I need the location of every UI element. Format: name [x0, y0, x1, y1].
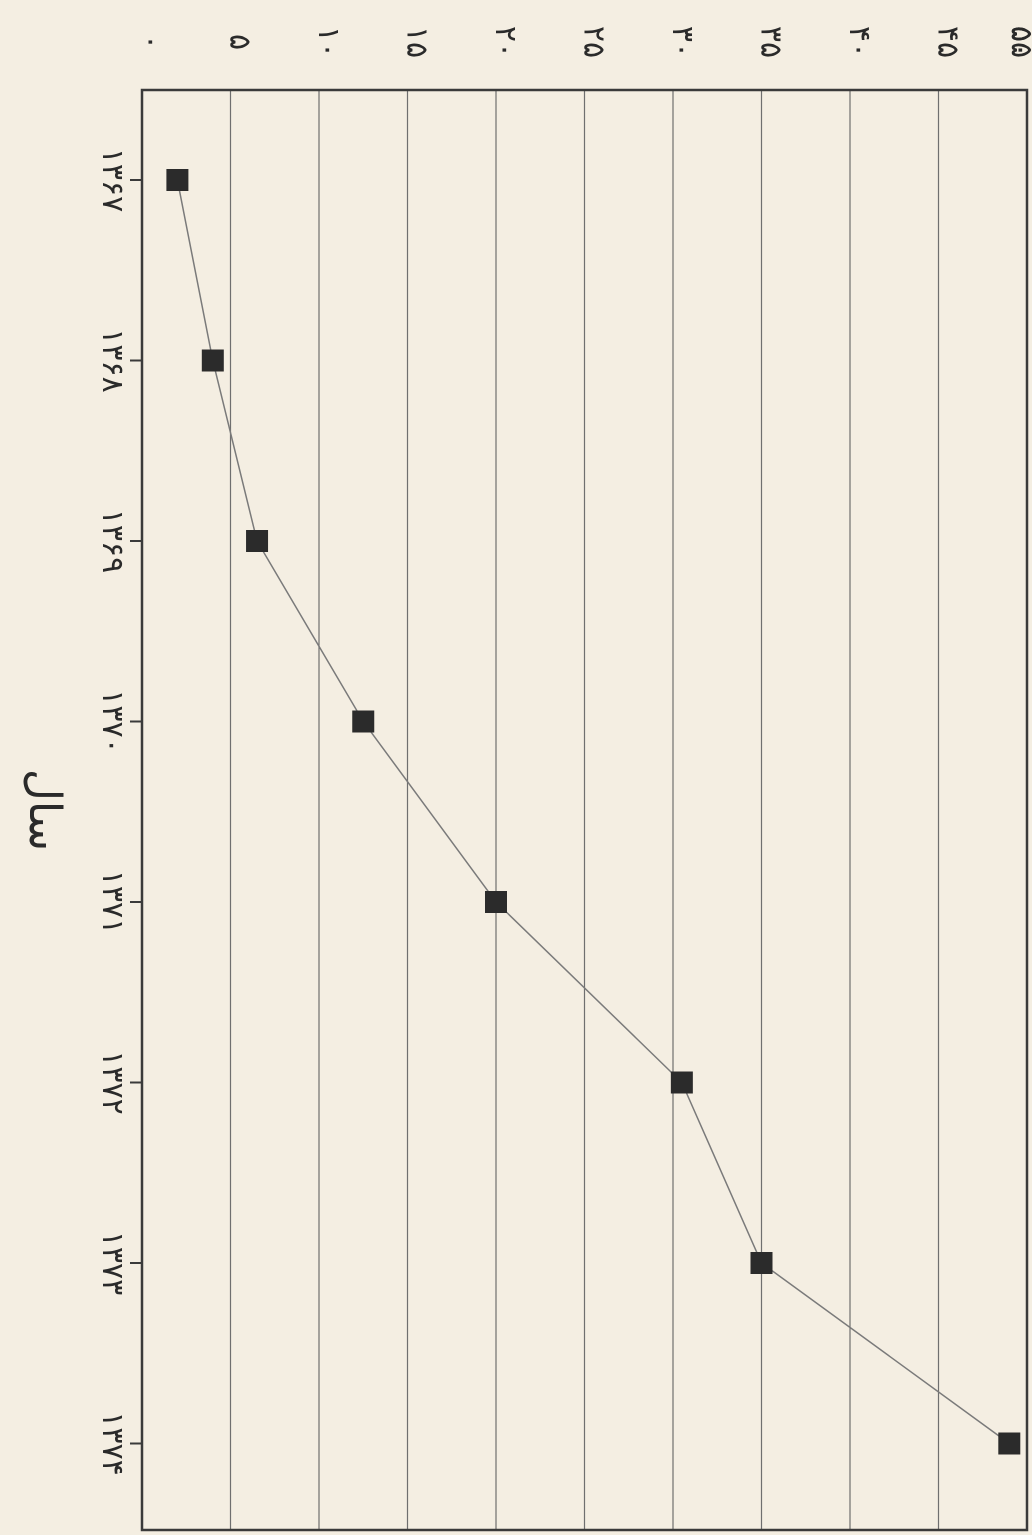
- value-tick-label: ۵۵: [1004, 26, 1032, 58]
- gridlines: [229, 90, 940, 1530]
- data-point: [670, 1071, 693, 1094]
- value-tick-label: ۲۰: [488, 26, 523, 58]
- plot-frame: [140, 88, 1029, 1532]
- data-point: [998, 1432, 1021, 1455]
- year-tick-label: ۱۳۶۹: [95, 509, 130, 573]
- value-tick-label: ۵: [223, 34, 258, 50]
- year-tick-label: ۱۳۷۰: [95, 689, 130, 753]
- value-tick-label: ۴۰: [842, 26, 877, 58]
- year-tick-label: ۱۳۶۷: [95, 148, 130, 212]
- year-tick-label: ۱۳۷۳: [95, 1231, 130, 1295]
- data-point: [352, 710, 375, 733]
- value-tick-label: ۵۰: [1004, 26, 1032, 58]
- value-tick-label: ۳۵: [754, 26, 789, 58]
- data-points: [166, 169, 1021, 1455]
- year-tick-label: ۱۳۷۱: [95, 870, 130, 934]
- value-tick-label: ۱۵: [400, 26, 435, 58]
- value-tick-label: ۴۵: [931, 26, 966, 58]
- year-tick-label: ۱۳۷۴: [95, 1411, 130, 1475]
- year-tick-label: ۱۳۶۸: [95, 328, 130, 392]
- value-tick-label: ۲۵: [577, 26, 612, 58]
- value-tick-label: ۱۰: [311, 26, 346, 58]
- year-tick-label: ۱۳۷۲: [95, 1050, 130, 1114]
- category-ticks: [130, 179, 142, 1445]
- value-tick-label-zero: ۰: [134, 34, 169, 50]
- data-point: [485, 891, 507, 913]
- x-axis-label: سال: [19, 769, 70, 851]
- data-point: [750, 1252, 773, 1274]
- data-point: [201, 349, 224, 372]
- data-point: [246, 530, 269, 552]
- data-point: [166, 169, 189, 191]
- value-tick-label: ۳۰: [665, 26, 700, 58]
- series-line: [176, 179, 1010, 1445]
- year-tick-labels: ۱۳۶۷ ۱۳۶۸ ۱۳۶۹ ۱۳۷۰ ۱۳۷۱ ۱۳۷۲ ۱۳۷۳ ۱۳۷۴: [95, 148, 130, 1476]
